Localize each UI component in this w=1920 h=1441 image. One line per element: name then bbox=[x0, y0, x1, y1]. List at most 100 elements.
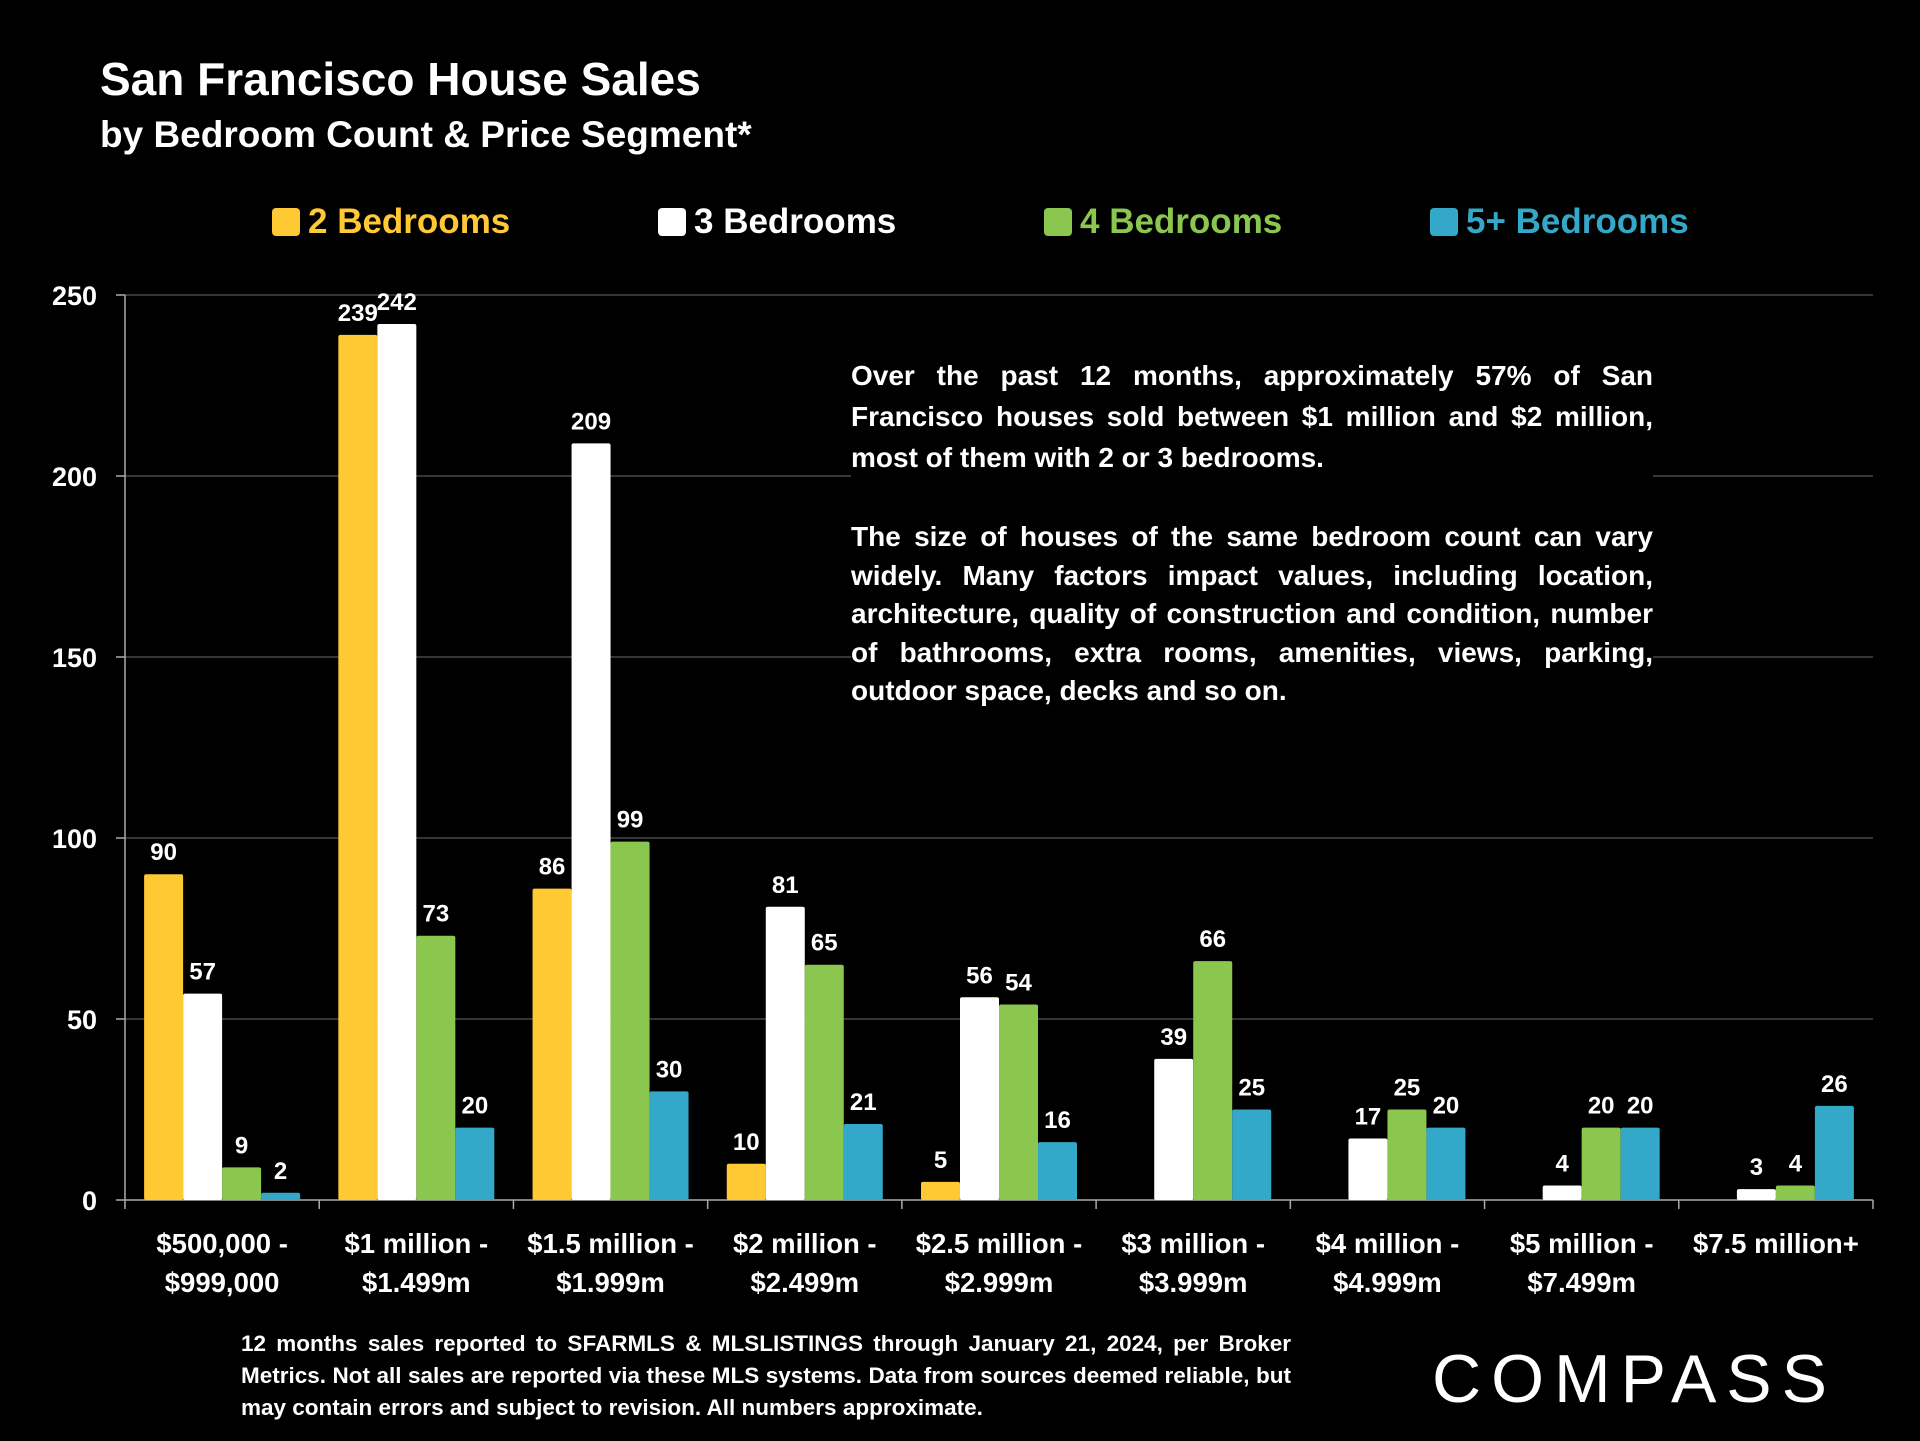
bar bbox=[338, 334, 378, 1200]
legend-swatch-blue-icon bbox=[1430, 208, 1458, 236]
bar bbox=[571, 443, 611, 1200]
legend-label: 3 Bedrooms bbox=[694, 202, 897, 241]
bar bbox=[261, 1192, 301, 1200]
x-tick-label: $7.5 million+ bbox=[1693, 1228, 1859, 1259]
bar bbox=[1542, 1185, 1582, 1200]
data-label: 10 bbox=[733, 1129, 760, 1156]
bar bbox=[960, 997, 999, 1200]
bar bbox=[416, 935, 456, 1200]
bar bbox=[1154, 1058, 1194, 1200]
x-tick-label: $7.499m bbox=[1527, 1267, 1636, 1298]
data-label: 4 bbox=[1555, 1151, 1569, 1178]
compass-logo: COMPASS bbox=[1432, 1341, 1837, 1417]
y-tick-label: 250 bbox=[52, 281, 97, 311]
bar bbox=[377, 323, 417, 1201]
data-label: 86 bbox=[539, 854, 566, 881]
legend-item-5-plus-bedrooms: 5+ Bedrooms bbox=[1430, 202, 1689, 242]
x-tick-label: $2.999m bbox=[945, 1267, 1054, 1298]
logo-text: COMPASS bbox=[1432, 1341, 1837, 1417]
chart-subtitle: by Bedroom Count & Price Segment* bbox=[100, 114, 752, 155]
y-tick-label: 150 bbox=[52, 643, 97, 673]
data-label: 30 bbox=[656, 1056, 683, 1083]
data-label: 25 bbox=[1238, 1075, 1265, 1102]
y-tick-label: 200 bbox=[52, 462, 97, 492]
legend-swatch-yellow-icon bbox=[272, 208, 300, 236]
legend-swatch-green-icon bbox=[1044, 208, 1072, 236]
data-label: 9 bbox=[235, 1132, 248, 1159]
legend-item-3-bedrooms: 3 Bedrooms bbox=[658, 202, 896, 242]
x-tick-label: $4.999m bbox=[1333, 1267, 1442, 1298]
x-tick-label: $2 million - bbox=[733, 1228, 877, 1259]
bar bbox=[183, 993, 223, 1200]
data-label: 4 bbox=[1789, 1151, 1803, 1178]
bar bbox=[843, 1123, 883, 1200]
annotation-paragraph-2: The size of houses of the same bedroom c… bbox=[851, 521, 1653, 706]
data-label: 56 bbox=[966, 962, 993, 989]
data-label: 2 bbox=[274, 1158, 287, 1185]
y-tick-label: 100 bbox=[52, 824, 97, 854]
bar bbox=[649, 1091, 689, 1200]
data-label: 20 bbox=[1588, 1093, 1615, 1120]
x-tick-label: $4 million - bbox=[1316, 1228, 1460, 1259]
data-label: 81 bbox=[772, 872, 799, 899]
bar bbox=[222, 1167, 262, 1200]
footnote: 12 months sales reported to SFARMLS & ML… bbox=[241, 1331, 1291, 1420]
legend-label: 2 Bedrooms bbox=[308, 202, 511, 241]
bar bbox=[1038, 1142, 1077, 1200]
bar bbox=[1232, 1109, 1272, 1200]
data-label: 242 bbox=[377, 289, 417, 316]
bar bbox=[1736, 1189, 1776, 1200]
bar bbox=[765, 906, 805, 1200]
bar bbox=[455, 1127, 495, 1200]
data-label: 65 bbox=[811, 930, 838, 957]
data-label: 20 bbox=[1627, 1093, 1654, 1120]
bar bbox=[999, 1004, 1038, 1200]
x-tick-label: $1.999m bbox=[556, 1267, 665, 1298]
data-label: 26 bbox=[1821, 1071, 1848, 1098]
bar bbox=[1581, 1127, 1621, 1200]
data-label: 99 bbox=[617, 807, 644, 834]
legend-swatch-white-icon bbox=[658, 208, 686, 236]
y-tick-label: 0 bbox=[82, 1186, 97, 1216]
data-label: 66 bbox=[1199, 926, 1226, 953]
bar bbox=[726, 1163, 766, 1200]
data-label: 57 bbox=[189, 959, 216, 986]
bar bbox=[144, 874, 184, 1200]
x-tick-label: $5 million - bbox=[1510, 1228, 1654, 1259]
chart-title: San Francisco House Sales bbox=[100, 53, 701, 105]
bar bbox=[1387, 1109, 1427, 1200]
bar bbox=[1348, 1138, 1388, 1200]
bar bbox=[1193, 961, 1233, 1200]
bar bbox=[1426, 1127, 1466, 1200]
data-label: 3 bbox=[1750, 1154, 1763, 1181]
bar bbox=[532, 888, 572, 1200]
data-label: 16 bbox=[1044, 1107, 1071, 1134]
x-tick-label: $3 million - bbox=[1121, 1228, 1265, 1259]
data-label: 209 bbox=[571, 408, 611, 435]
data-label: 25 bbox=[1394, 1075, 1421, 1102]
bar bbox=[1620, 1127, 1660, 1200]
data-label: 39 bbox=[1160, 1024, 1187, 1051]
data-label: 20 bbox=[1433, 1093, 1460, 1120]
data-label: 54 bbox=[1005, 970, 1032, 997]
x-tick-label: $2.499m bbox=[750, 1267, 859, 1298]
bar bbox=[921, 1181, 960, 1200]
data-label: 5 bbox=[934, 1147, 947, 1174]
bar bbox=[804, 964, 844, 1200]
x-tick-label: $3.999m bbox=[1139, 1267, 1248, 1298]
bar bbox=[1775, 1185, 1815, 1200]
x-tick-label: $1 million - bbox=[345, 1228, 489, 1259]
data-label: 90 bbox=[150, 839, 177, 866]
data-label: 20 bbox=[461, 1093, 488, 1120]
bar bbox=[1814, 1105, 1854, 1200]
legend-item-4-bedrooms: 4 Bedrooms bbox=[1044, 202, 1282, 242]
legend-item-2-bedrooms: 2 Bedrooms bbox=[272, 202, 510, 242]
legend-label: 5+ Bedrooms bbox=[1466, 202, 1689, 241]
x-tick-label: $500,000 - bbox=[156, 1228, 288, 1259]
x-tick-label: $999,000 bbox=[165, 1267, 280, 1298]
annotation-text: Over the past 12 months, approximately 5… bbox=[851, 355, 1653, 711]
annotation-paragraph-1: Over the past 12 months, approximately 5… bbox=[851, 360, 1653, 473]
y-tick-label: 50 bbox=[67, 1005, 97, 1035]
data-label: 21 bbox=[850, 1089, 877, 1116]
